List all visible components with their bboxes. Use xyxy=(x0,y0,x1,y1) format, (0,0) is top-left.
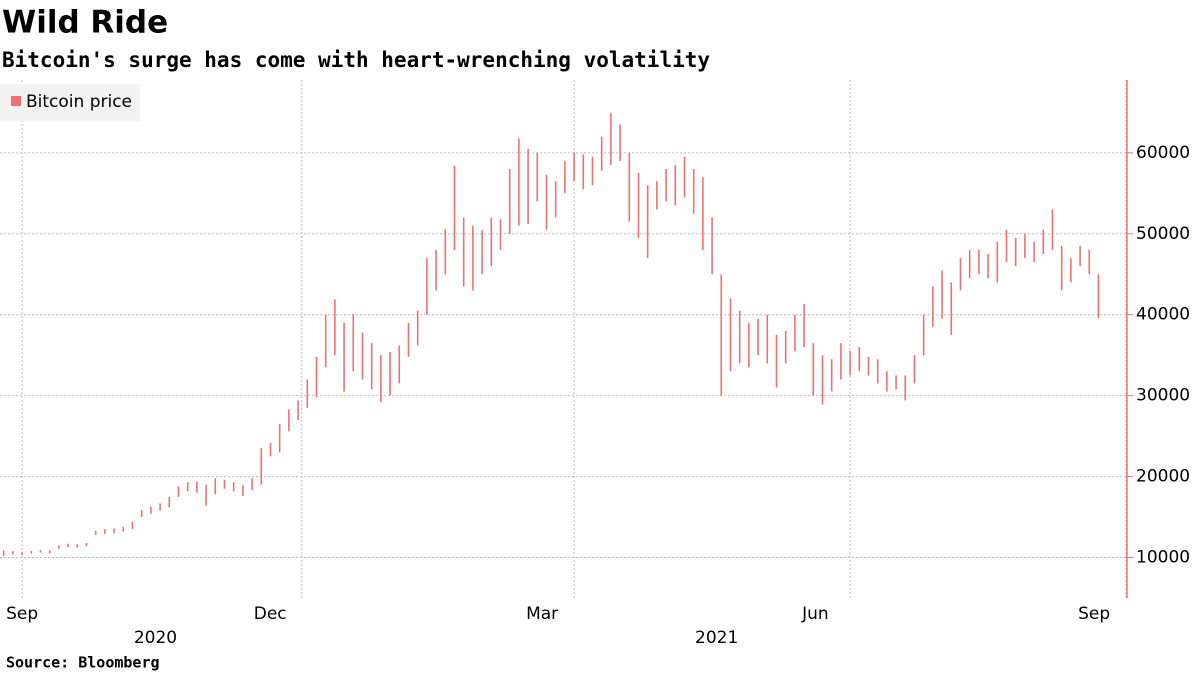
legend-swatch xyxy=(11,96,21,106)
y-tick-label: 20000 xyxy=(1136,467,1190,487)
x-tick-label: Sep xyxy=(6,604,38,624)
x-tick-label: Dec xyxy=(254,604,287,624)
year-label: 2021 xyxy=(695,628,738,648)
year-label: 2020 xyxy=(134,628,177,648)
y-tick-label: 60000 xyxy=(1136,143,1190,163)
y-tick-label: 10000 xyxy=(1136,548,1190,568)
y-tick-label: 40000 xyxy=(1136,305,1190,325)
chart-subtitle: Bitcoin's surge has come with heart-wren… xyxy=(2,48,710,72)
legend: Bitcoin price xyxy=(0,84,140,121)
x-tick-label: Jun xyxy=(801,604,829,624)
y-tick-label: 50000 xyxy=(1136,224,1190,244)
x-tick-label: Sep xyxy=(1078,604,1110,624)
legend-box xyxy=(0,84,140,121)
chart-title: Wild Ride xyxy=(2,5,168,41)
legend-label: Bitcoin price xyxy=(26,92,132,112)
source: Source: Bloomberg xyxy=(6,654,160,672)
y-tick-label: 30000 xyxy=(1136,386,1190,406)
x-tick-label: Mar xyxy=(526,604,558,624)
